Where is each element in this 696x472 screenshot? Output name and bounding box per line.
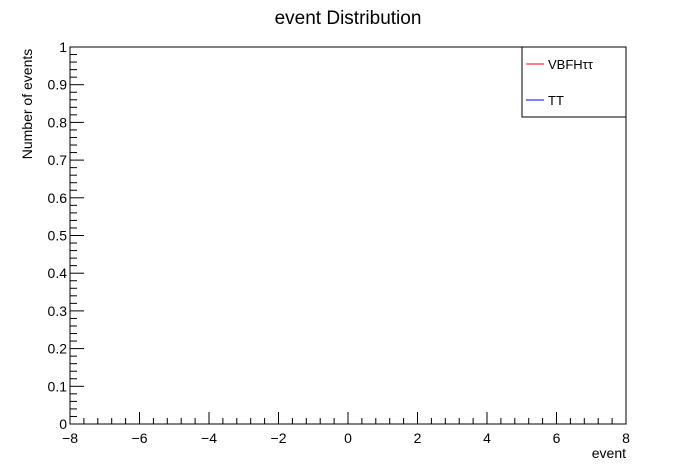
y-tick-label: 0.6 xyxy=(48,190,68,206)
y-tick-label: 0 xyxy=(59,416,67,432)
y-tick-label: 0.7 xyxy=(48,152,68,168)
chart-title: event Distribution xyxy=(275,8,422,29)
legend-label-tt: TT xyxy=(548,93,564,108)
y-tick-label: 1 xyxy=(59,39,67,55)
x-tick-label: −2 xyxy=(271,430,287,446)
x-tick-label: 0 xyxy=(344,430,352,446)
x-tick-label: 8 xyxy=(622,430,630,446)
legend-box xyxy=(521,46,627,118)
y-tick-label: 0.2 xyxy=(48,341,68,357)
x-tick-label: 2 xyxy=(414,430,422,446)
y-tick-label: 0.1 xyxy=(48,378,68,394)
x-tick-label: −6 xyxy=(132,430,148,446)
y-tick-label: 0.3 xyxy=(48,303,68,319)
x-tick-label: 6 xyxy=(553,430,561,446)
y-tick-label: 0.5 xyxy=(48,228,68,244)
legend: VBFHττ TT xyxy=(521,46,627,118)
x-tick-label: −8 xyxy=(62,430,78,446)
plot-frame xyxy=(69,46,627,425)
x-axis-label: event xyxy=(592,445,626,461)
ticks-layer: −8 −6 −4 −2 0 2 4 6 8 0 0.1 0.2 0.3 0.4 0.5 0.6 0.7 0.8 0.… xyxy=(48,39,631,446)
y-tick-label: 0.8 xyxy=(48,114,68,130)
legend-label-vbfh: VBFHττ xyxy=(548,57,594,72)
y-tick-label: 0.9 xyxy=(48,77,68,93)
x-tick-label: 4 xyxy=(483,430,491,446)
x-tick-label: −4 xyxy=(201,430,217,446)
y-axis-label: Number of events xyxy=(19,49,35,160)
y-tick-label: 0.4 xyxy=(48,265,68,281)
